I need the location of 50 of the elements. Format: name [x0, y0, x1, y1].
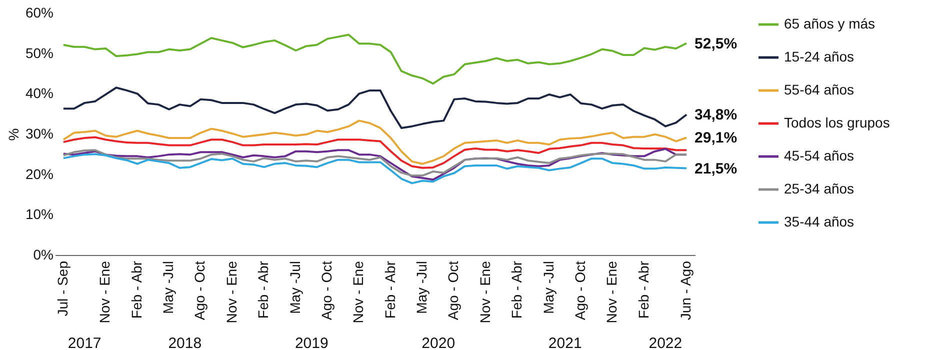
x-tick-label: Ago - Oct: [445, 260, 462, 320]
text: 2021: [548, 335, 582, 350]
x-tick-label: Feb - Abr: [255, 260, 272, 319]
x-tick-label: May -Jul: [160, 261, 176, 314]
x-tick-label: May -Jul: [540, 261, 556, 314]
x-tick-label: Nov - Ene: [604, 260, 620, 324]
legend-label: 55-64 años: [784, 82, 854, 98]
y-tick-label: 0%: [33, 246, 54, 262]
line-series: [62, 120, 688, 165]
text: 2017: [68, 335, 102, 350]
text: 2019: [294, 335, 328, 350]
x-tick-label: Feb - Abr: [508, 260, 525, 319]
legend-label: 65 años y más: [784, 16, 876, 32]
data-label: 52,5%: [694, 35, 738, 52]
y-tick-label: 20%: [25, 166, 54, 182]
x-tick-label: Nov - Ene: [96, 260, 113, 324]
y-tick-label: 40%: [25, 85, 54, 102]
x-tick-label: Ago - Oct: [318, 260, 334, 320]
y-tick-label: 60%: [25, 4, 54, 20]
x-tick-label: Ago - Oct: [572, 260, 588, 320]
legend-label: 45-54 años: [784, 148, 854, 164]
text: 2018: [168, 335, 202, 350]
x-tick-label: Ago - Oct: [192, 260, 208, 320]
x-tick-label: Nov - Ene: [223, 260, 240, 324]
x-tick-label: May -Jul: [414, 261, 430, 314]
line-series: [62, 136, 688, 169]
data-label: 29,1%: [694, 130, 738, 147]
legend-label: 25-34 años: [784, 180, 854, 196]
text: 2022: [648, 335, 682, 350]
data-label: 21,5%: [694, 160, 738, 178]
x-tick-label: Jun - Ago: [678, 260, 694, 320]
line-series: [62, 153, 688, 184]
y-tick-label: 50%: [25, 44, 54, 61]
x-tick-label: Feb - Abr: [635, 260, 652, 319]
text: 2020: [422, 335, 456, 350]
legend-label: Todos los grupos: [784, 114, 890, 130]
x-tick-label: May -Jul: [286, 261, 303, 314]
x-tick-label: Nov - Ene: [350, 260, 366, 324]
x-tick-label: Feb - Abr: [128, 260, 144, 319]
y-tick-label: 30%: [25, 126, 54, 142]
x-tick-label: Feb - Abr: [382, 260, 398, 319]
line-series: [62, 86, 688, 129]
line-series: [62, 34, 688, 85]
legend-label: 15-24 años: [784, 48, 854, 64]
x-tick-label: Nov - Ene: [476, 260, 493, 324]
legend-label: 35-44 años: [784, 214, 854, 230]
data-label: 34,8%: [694, 106, 738, 124]
y-axis-title: %: [5, 128, 22, 141]
x-tick-label: Jul - Sep: [54, 260, 70, 316]
y-tick-label: 10%: [25, 206, 54, 222]
